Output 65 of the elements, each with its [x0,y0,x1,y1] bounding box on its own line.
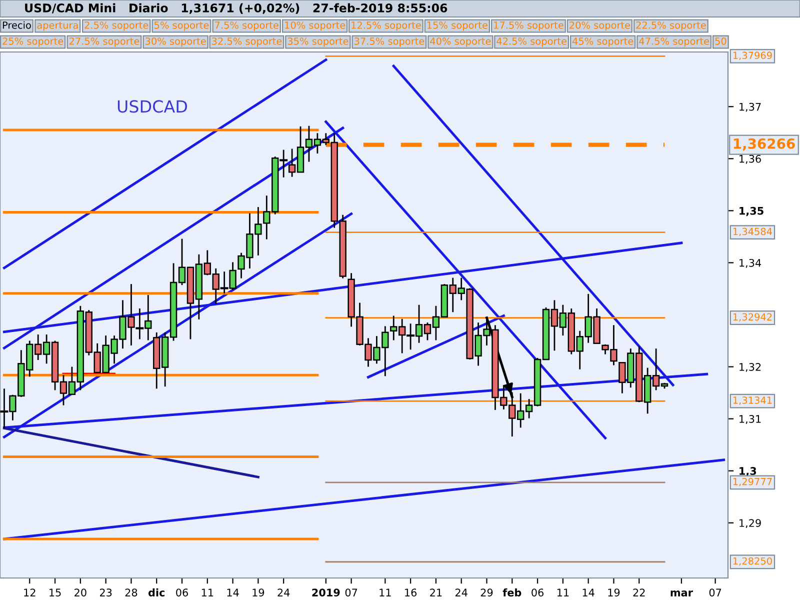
text: 1,28250 [733,557,772,566]
y-tick-label: 1,3 [740,467,756,476]
x-tick-label: 24 [455,588,468,596]
text: 42.5% soporte [496,37,567,47]
text: 40% soporte [430,37,491,47]
text: 32.5% soporte [212,37,282,47]
x-tick-label: 19 [608,588,620,596]
text: 1,29777 [733,478,772,486]
y-tick-label: 1,34 [740,258,762,268]
x-tick-label: 14 [227,588,239,596]
x-tick-label: 29 [480,588,493,596]
y-tick-label: 1,37 [740,102,761,112]
text: 50 [715,37,726,45]
x-tick-label: feb [502,588,522,596]
x-tick-label: 28 [125,588,138,596]
x-tick-label: 23 [100,588,112,596]
x-tick-label: 11 [380,588,391,596]
y-tick-label: 1,31 [740,415,761,424]
y-tick-label: 1,35 [740,206,764,216]
text: 17.5% soporte [494,21,564,31]
x-tick-label: 06 [176,588,188,596]
text: 10% soporte [285,21,346,31]
x-tick-label: 11 [557,588,569,596]
annotation: USDCAD [118,100,187,113]
x-tick-label: 2019 [312,588,340,596]
text: 2.5% soporte [84,21,148,31]
y-tick-label: 1,29 [740,519,761,528]
text: Precio [2,21,31,29]
text: apertura [37,22,78,31]
x-tick-label: 24 [278,588,290,596]
text: 25% soporte [2,37,64,47]
x-tick-label: dic [148,588,165,596]
x-tick-label: 07 [709,588,722,596]
x-tick-label: 14 [582,588,594,596]
text: 22.5% soporte [636,21,706,31]
text: 45% soporte [572,37,634,47]
text: 1,36266 [734,138,795,151]
text: 5% soporte [154,21,209,31]
text: 1,32942 [733,313,772,322]
x-tick-label: 07 [345,588,358,596]
x-tick-label: 20 [74,588,86,596]
text: 12.5% soporte [352,21,421,31]
text: 47.5% soporte [639,37,710,47]
x-tick-label: mar [670,590,693,596]
text: 27.5% soporte [69,37,140,47]
text: 15% soporte [427,21,488,31]
x-tick-label: 12 [24,588,36,596]
text: 1,34584 [733,228,772,236]
y-tick-label: 1,36 [740,154,761,164]
text: 1,37969 [733,52,772,60]
text: 1,31341 [733,396,772,405]
text: 20% soporte [570,21,630,31]
x-tick-label: 06 [532,588,544,596]
text: 30% soporte [145,37,206,47]
text: 35% soporte [288,37,348,47]
text: 37.5% soporte [354,37,424,47]
x-tick-label: 22 [633,588,645,596]
x-tick-label: 16 [405,588,417,596]
x-tick-label: 15 [50,588,61,596]
x-tick-label: 21 [430,588,442,596]
text: 7.5% soporte [215,21,278,31]
y-tick-label: 1,32 [740,362,761,372]
x-tick-label: 11 [202,588,214,596]
x-tick-label: 19 [252,588,264,596]
chart-title: USD/CAD Mini Diario 1,31671 (+0,02%) 27-feb-2019 8:55:06 [25,3,448,14]
